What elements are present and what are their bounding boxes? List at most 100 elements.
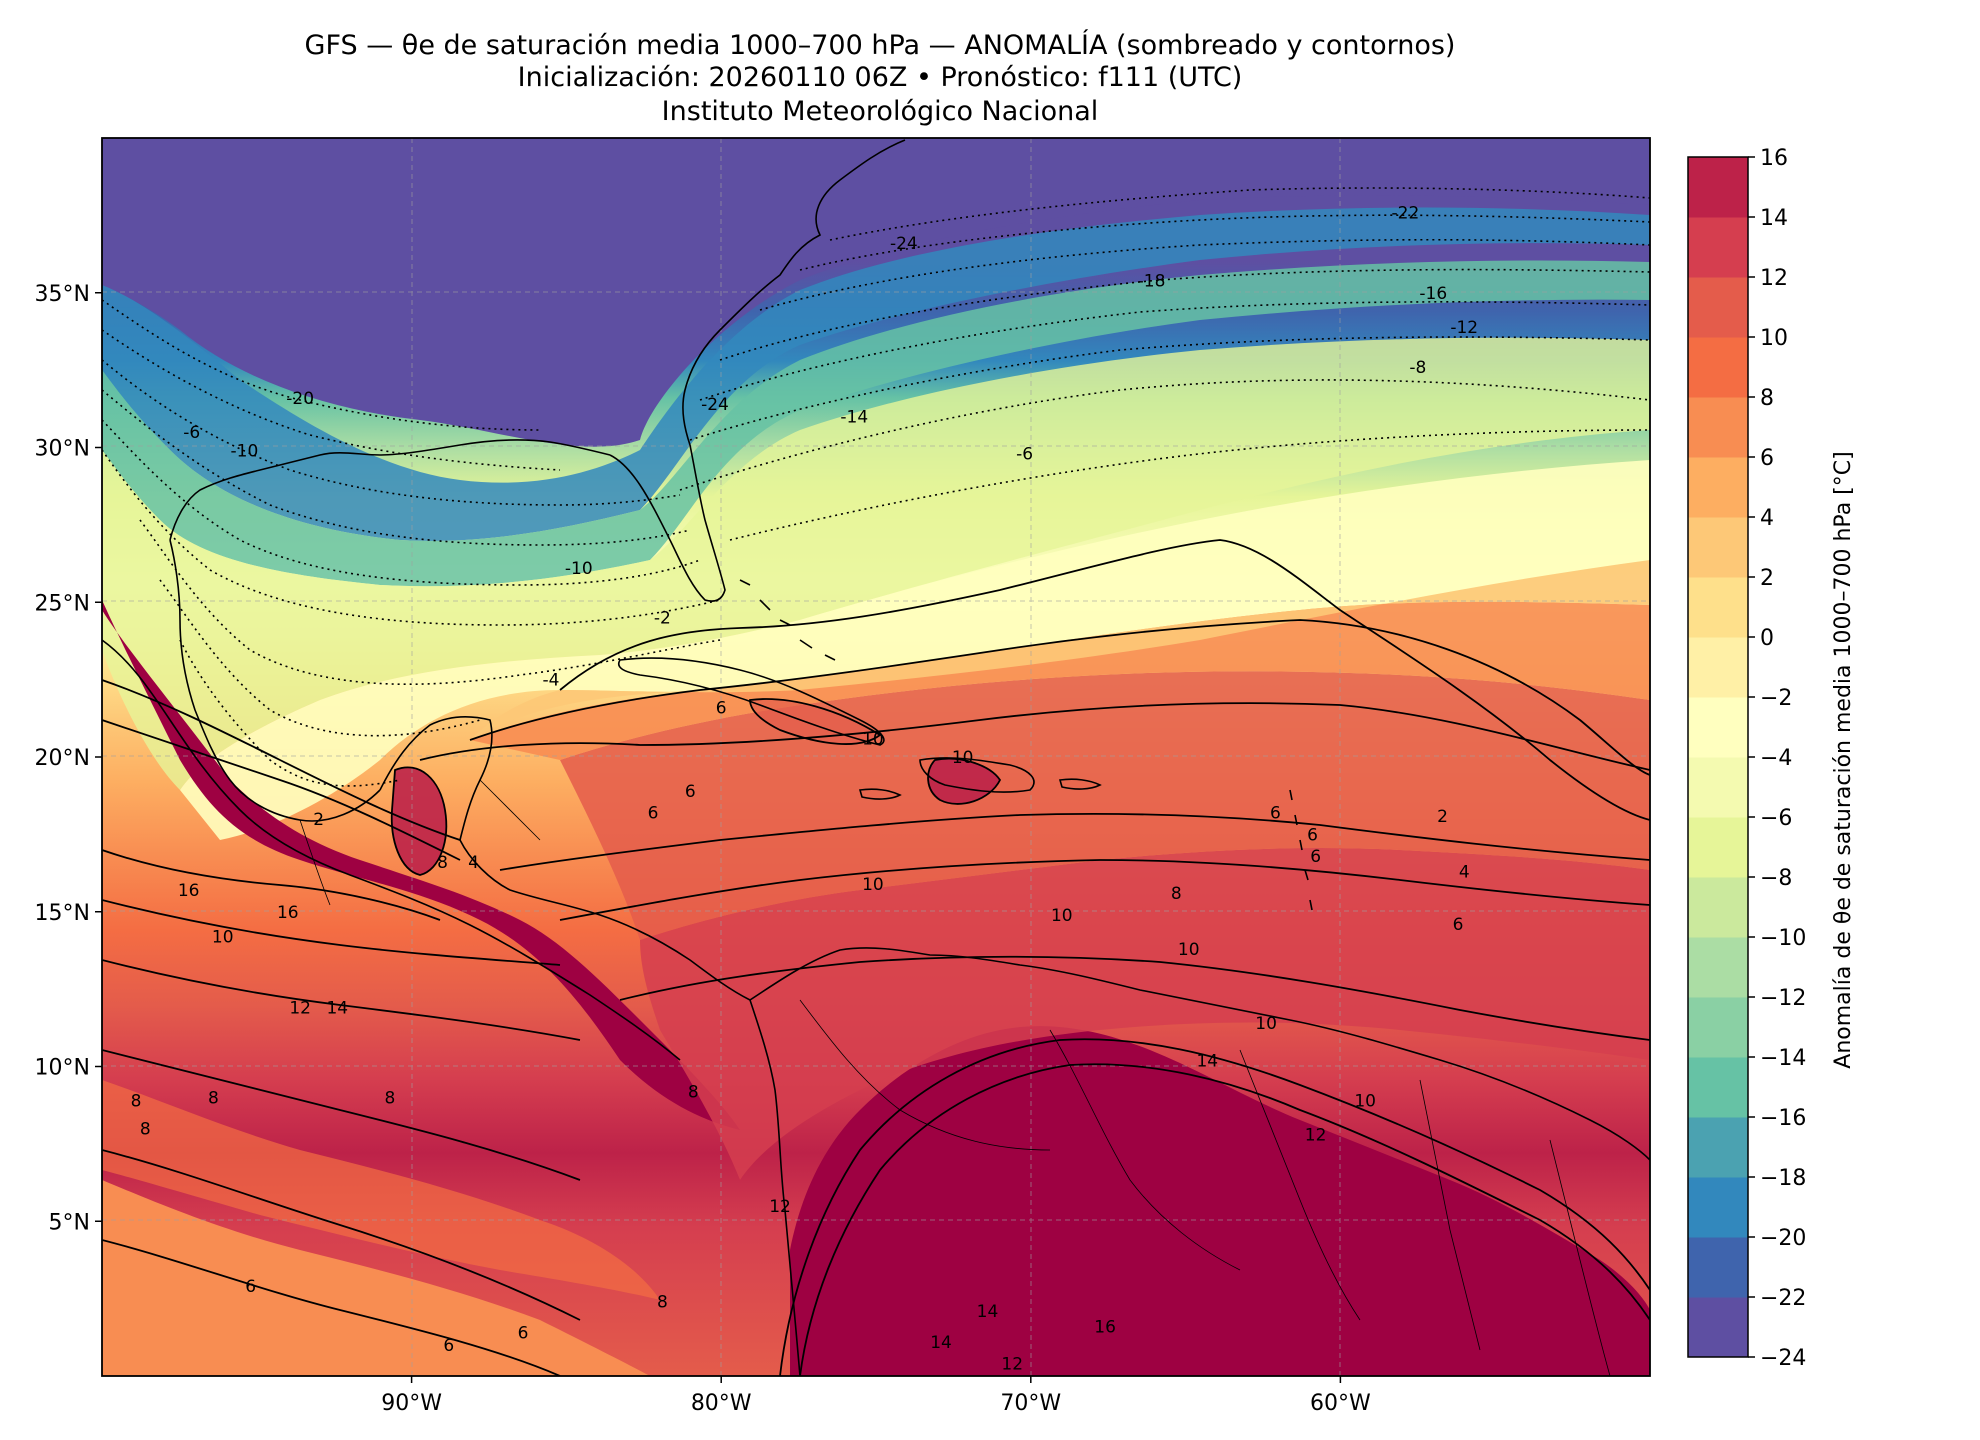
coastline-south-america-west bbox=[749, 999, 801, 1376]
contour-label: -18 bbox=[1138, 271, 1166, 291]
anomaly-band-plus-8-pacific bbox=[102, 1080, 660, 1300]
lat-tick-label: 25°N bbox=[35, 591, 90, 616]
contour-label: 16 bbox=[1094, 1317, 1116, 1337]
colorbar-tick-label: −14 bbox=[1760, 1046, 1806, 1071]
anomaly-band-minus-14 bbox=[102, 260, 1650, 587]
colorbar-swatch bbox=[1688, 217, 1748, 278]
contour-label: 10 bbox=[862, 729, 884, 749]
contour-label: -24 bbox=[701, 395, 729, 415]
colorbar-tick-label: −20 bbox=[1760, 1226, 1806, 1251]
anomaly-band-plus-6-gulf-caribbean bbox=[470, 601, 1650, 760]
contour-label: 4 bbox=[468, 853, 479, 873]
lon-tick-label: 90°W bbox=[381, 1391, 442, 1416]
contour-label: 10 bbox=[862, 875, 884, 895]
colorbar-tick-label: −2 bbox=[1760, 686, 1792, 711]
contour-label: -20 bbox=[286, 389, 314, 409]
lon-tick-label: 70°W bbox=[1000, 1391, 1061, 1416]
coastline-puerto-rico bbox=[1058, 778, 1102, 790]
contour-label: 14 bbox=[326, 999, 348, 1019]
colorbar-swatch bbox=[1688, 1117, 1748, 1178]
colorbar-swatch bbox=[1688, 997, 1748, 1058]
contour-label: 8 bbox=[208, 1088, 219, 1108]
contour-label: 12 bbox=[289, 999, 311, 1019]
lat-tick-label: 30°N bbox=[35, 437, 90, 462]
contour-label: 6 bbox=[443, 1336, 454, 1356]
contour-label: 6 bbox=[1307, 825, 1318, 845]
coastline-yucatan bbox=[379, 715, 493, 841]
contour-label: -6 bbox=[183, 423, 200, 443]
colorbar-swatch bbox=[1688, 637, 1748, 698]
contour-label: 12 bbox=[1305, 1126, 1327, 1146]
colorbar-swatch bbox=[1688, 1057, 1748, 1118]
contour-label: 2 bbox=[1437, 807, 1448, 827]
coastline-hispaniola bbox=[919, 757, 1035, 793]
coastline-south-america-north bbox=[749, 947, 1650, 1161]
anomaly-band-plus-6-pacific bbox=[102, 1180, 650, 1376]
contour-label: 8 bbox=[688, 1082, 699, 1102]
contour-label: -4 bbox=[542, 671, 559, 691]
colorbar-swatch bbox=[1688, 457, 1748, 518]
lon-tick-label: 60°W bbox=[1310, 1391, 1371, 1416]
map-title-line-1: GFS — θe de saturación media 1000–700 hP… bbox=[304, 30, 1456, 61]
anomaly-band-minus-8 bbox=[102, 337, 1650, 790]
contour-label: 8 bbox=[385, 1088, 396, 1108]
coastline-central-america bbox=[459, 839, 751, 1001]
contour-label: 8 bbox=[437, 853, 448, 873]
colorbar-swatch bbox=[1688, 1297, 1748, 1358]
contour-label: 14 bbox=[977, 1302, 999, 1322]
anomaly-band-minus-24 bbox=[102, 138, 1650, 447]
contour-label: -24 bbox=[890, 234, 918, 254]
contour-label: 8 bbox=[131, 1092, 142, 1112]
coastlines bbox=[102, 139, 1650, 1376]
colorbar-swatch bbox=[1688, 1237, 1748, 1298]
contour-label: 10 bbox=[1051, 906, 1073, 926]
map-gridlines bbox=[102, 138, 1650, 1376]
colorbar-tick-label: −4 bbox=[1760, 746, 1792, 771]
colorbar-swatch bbox=[1688, 937, 1748, 998]
contour-label: 12 bbox=[1001, 1355, 1023, 1375]
contour-label: 10 bbox=[212, 928, 234, 948]
colorbar-swatch bbox=[1688, 757, 1748, 818]
contour-label: -12 bbox=[1450, 318, 1478, 338]
coastline-cuba bbox=[618, 657, 885, 746]
contour-label: -10 bbox=[565, 559, 593, 579]
colorbar-swatch bbox=[1688, 697, 1748, 758]
contour-label: 14 bbox=[1196, 1051, 1218, 1071]
contour-label: -16 bbox=[1419, 284, 1447, 304]
lat-tick-label: 35°N bbox=[35, 282, 90, 307]
contour-label: 6 bbox=[648, 804, 659, 824]
colorbar-tick-label: 14 bbox=[1760, 206, 1788, 231]
coastline-mexico-east bbox=[169, 539, 381, 822]
lat-tick-label: 5°N bbox=[49, 1210, 90, 1235]
contour-label: 10 bbox=[1354, 1092, 1376, 1112]
contour-label: 6 bbox=[245, 1277, 256, 1297]
anomaly-band-plus-12-caribbean bbox=[640, 848, 1650, 1180]
contour-label: 16 bbox=[277, 903, 299, 923]
colorbar-swatch bbox=[1688, 277, 1748, 338]
coastline-us-east bbox=[682, 139, 906, 446]
colorbar-tick-label: 6 bbox=[1760, 446, 1774, 471]
positive-contours bbox=[102, 539, 1650, 1376]
colorbar-tick-label: −6 bbox=[1760, 806, 1792, 831]
colorbar-tick-label: 8 bbox=[1760, 386, 1774, 411]
contour-label: 6 bbox=[685, 782, 696, 802]
map-field: -22 -24 -18 -16-12 -8 -20 -24 -14 -6 -10 -6 -10 -2 -4… bbox=[102, 138, 1650, 1376]
contour-label: -10 bbox=[231, 442, 259, 462]
contour-label: 8 bbox=[1171, 884, 1182, 904]
colorbar-swatch bbox=[1688, 1177, 1748, 1238]
colorbar-tick-label: −24 bbox=[1760, 1346, 1806, 1371]
colorbar-tick-label: −18 bbox=[1760, 1166, 1806, 1191]
colorbar-tick-label: −10 bbox=[1760, 926, 1806, 951]
coastline-gulf-north bbox=[169, 439, 611, 541]
colorbar-tick-label: 16 bbox=[1760, 146, 1788, 171]
contour-label-layer: -22 -24 -18 -16-12 -8 -20 -24 -14 -6 -10 -6 -10 -2 -4… bbox=[131, 203, 1478, 1374]
colorbar-swatch bbox=[1688, 577, 1748, 638]
colorbar-swatch bbox=[1688, 877, 1748, 938]
colorbar-swatch bbox=[1688, 397, 1748, 458]
anomaly-hotspot-cuba bbox=[750, 699, 880, 745]
coastline-bahamas bbox=[739, 579, 836, 661]
coastline-lesser-antilles bbox=[1289, 789, 1313, 911]
contour-label: -6 bbox=[1016, 445, 1033, 465]
colorbar: −24−22−20−18−16−14−12−10−8−6−4−202468101… bbox=[1687, 146, 1806, 1371]
